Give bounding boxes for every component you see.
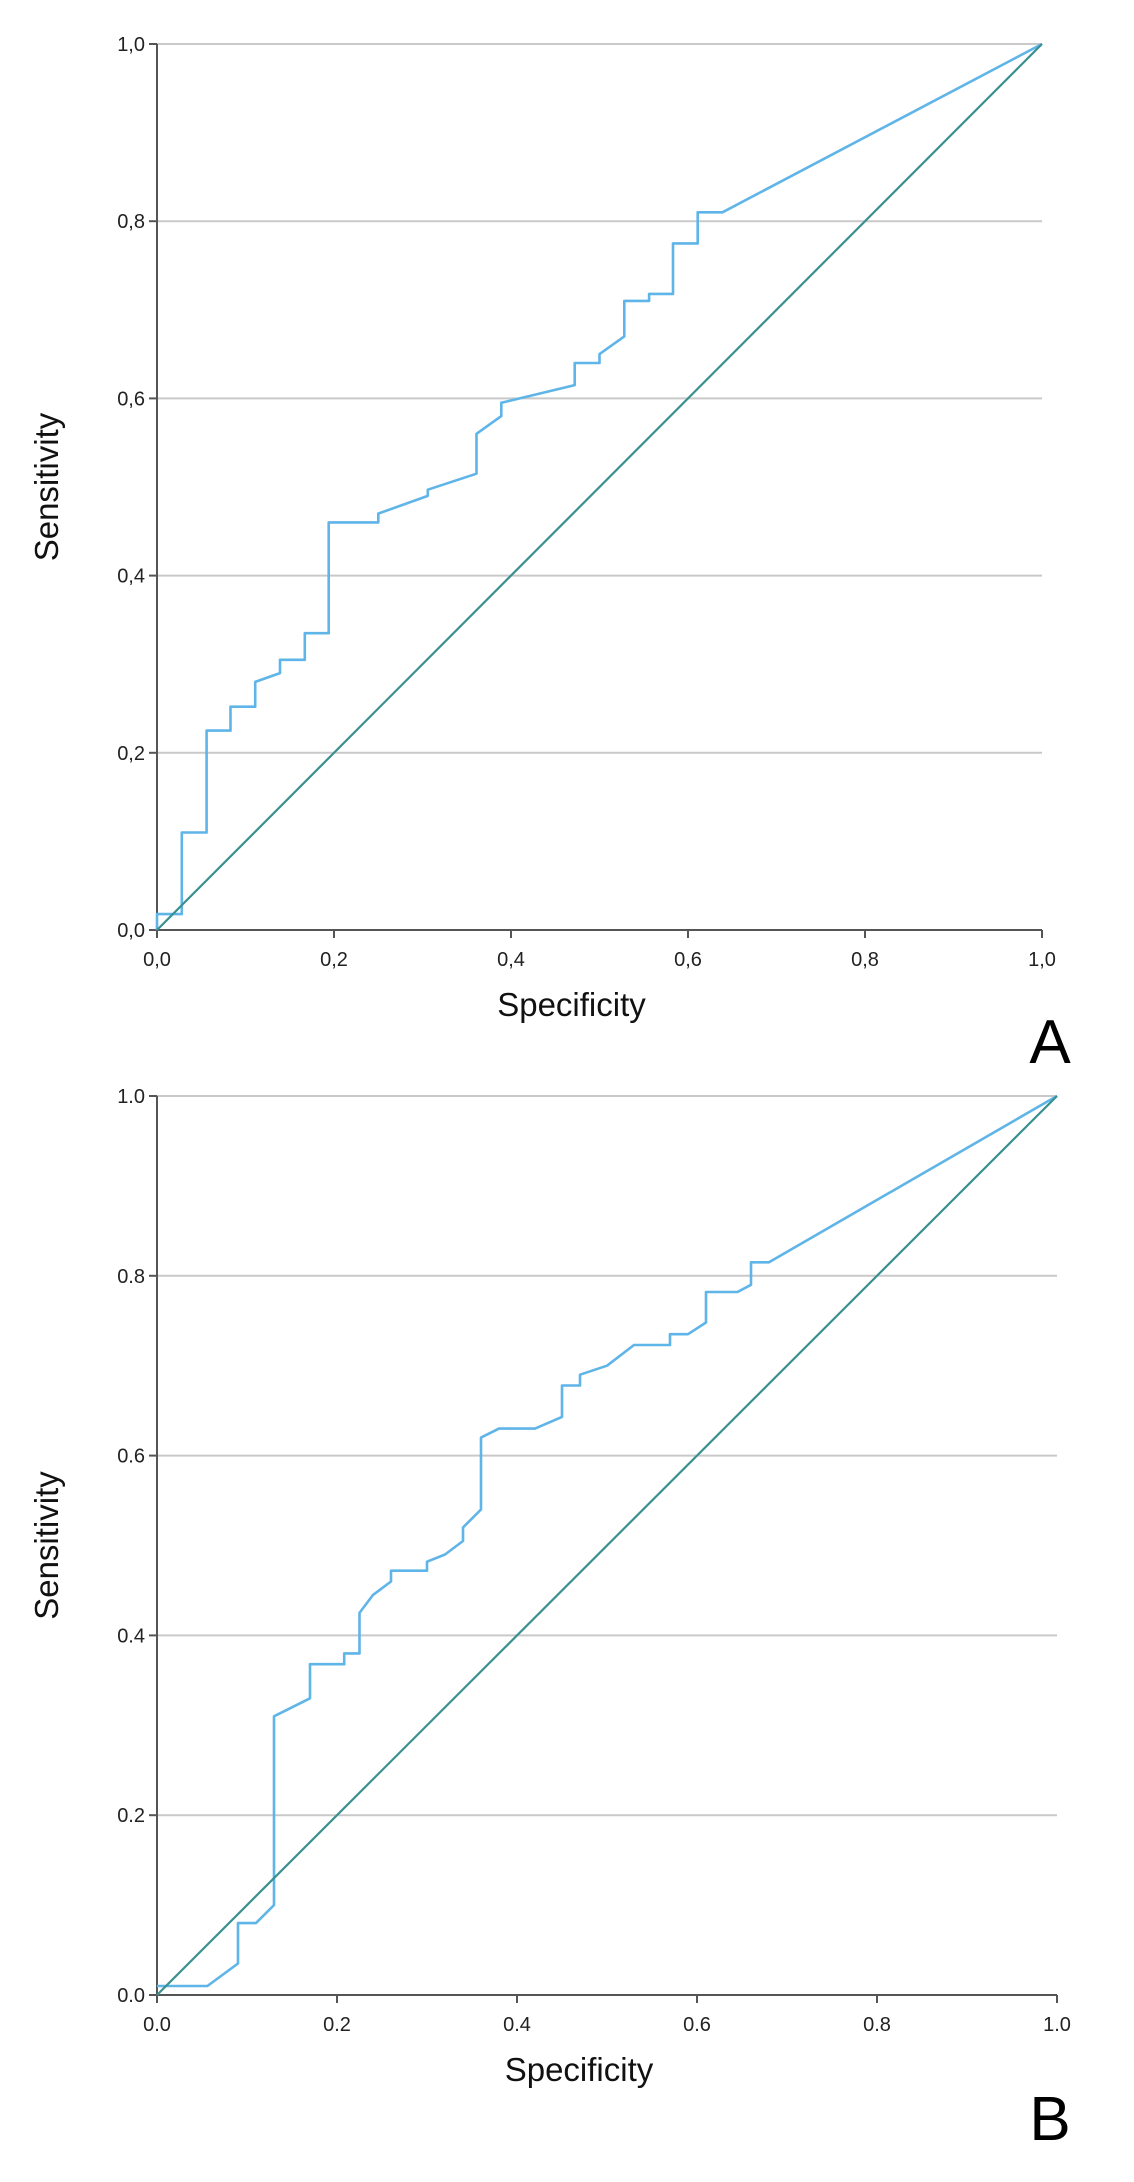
x-tick-label: 0.0: [143, 2014, 171, 2036]
y-axis-title: Sensitivity: [28, 1471, 65, 1620]
roc-curve-line: [155, 42, 1043, 930]
y-axis-title: Sensitivity: [28, 412, 65, 561]
x-tick-label: 0.6: [683, 2014, 711, 2036]
y-tick-label: 0.6: [117, 1446, 145, 1468]
x-tick-label: 0.8: [863, 2014, 891, 2036]
roc-curve-line: [157, 1094, 1058, 1988]
reference-diagonal-line: [156, 1095, 1058, 1996]
y-tick-label: 0,8: [117, 211, 145, 233]
panel-label: A: [1029, 1008, 1071, 1077]
x-tick-label: 0,2: [320, 949, 348, 971]
x-tick-label: 0,4: [497, 949, 525, 971]
y-tick-label: 0,2: [117, 743, 145, 765]
y-tick-label: 0.2: [117, 1805, 145, 1827]
x-tick-label: 1.0: [1043, 2014, 1071, 2036]
y-tick-label: 1.0: [117, 1086, 145, 1108]
x-axis-title: Specificity: [505, 2051, 654, 2088]
y-tick-label: 0.8: [117, 1266, 145, 1288]
x-axis-title: Specificity: [497, 986, 646, 1023]
panel-label: B: [1029, 2085, 1070, 2154]
x-tick-label: 0,8: [851, 949, 879, 971]
x-tick-label: 0.4: [503, 2014, 531, 2036]
x-tick-label: 1,0: [1028, 949, 1056, 971]
y-tick-label: 0,6: [117, 388, 145, 410]
x-tick-label: 0,6: [674, 949, 702, 971]
x-tick-label: 0,0: [143, 949, 171, 971]
reference-diagonal-line: [156, 43, 1043, 931]
y-tick-label: 0.0: [117, 1985, 145, 2007]
y-tick-label: 0,0: [117, 920, 145, 942]
y-tick-label: 0.4: [117, 1625, 145, 1647]
y-tick-label: 0,4: [117, 566, 145, 588]
y-tick-label: 1,0: [117, 34, 145, 56]
x-tick-label: 0.2: [323, 2014, 351, 2036]
